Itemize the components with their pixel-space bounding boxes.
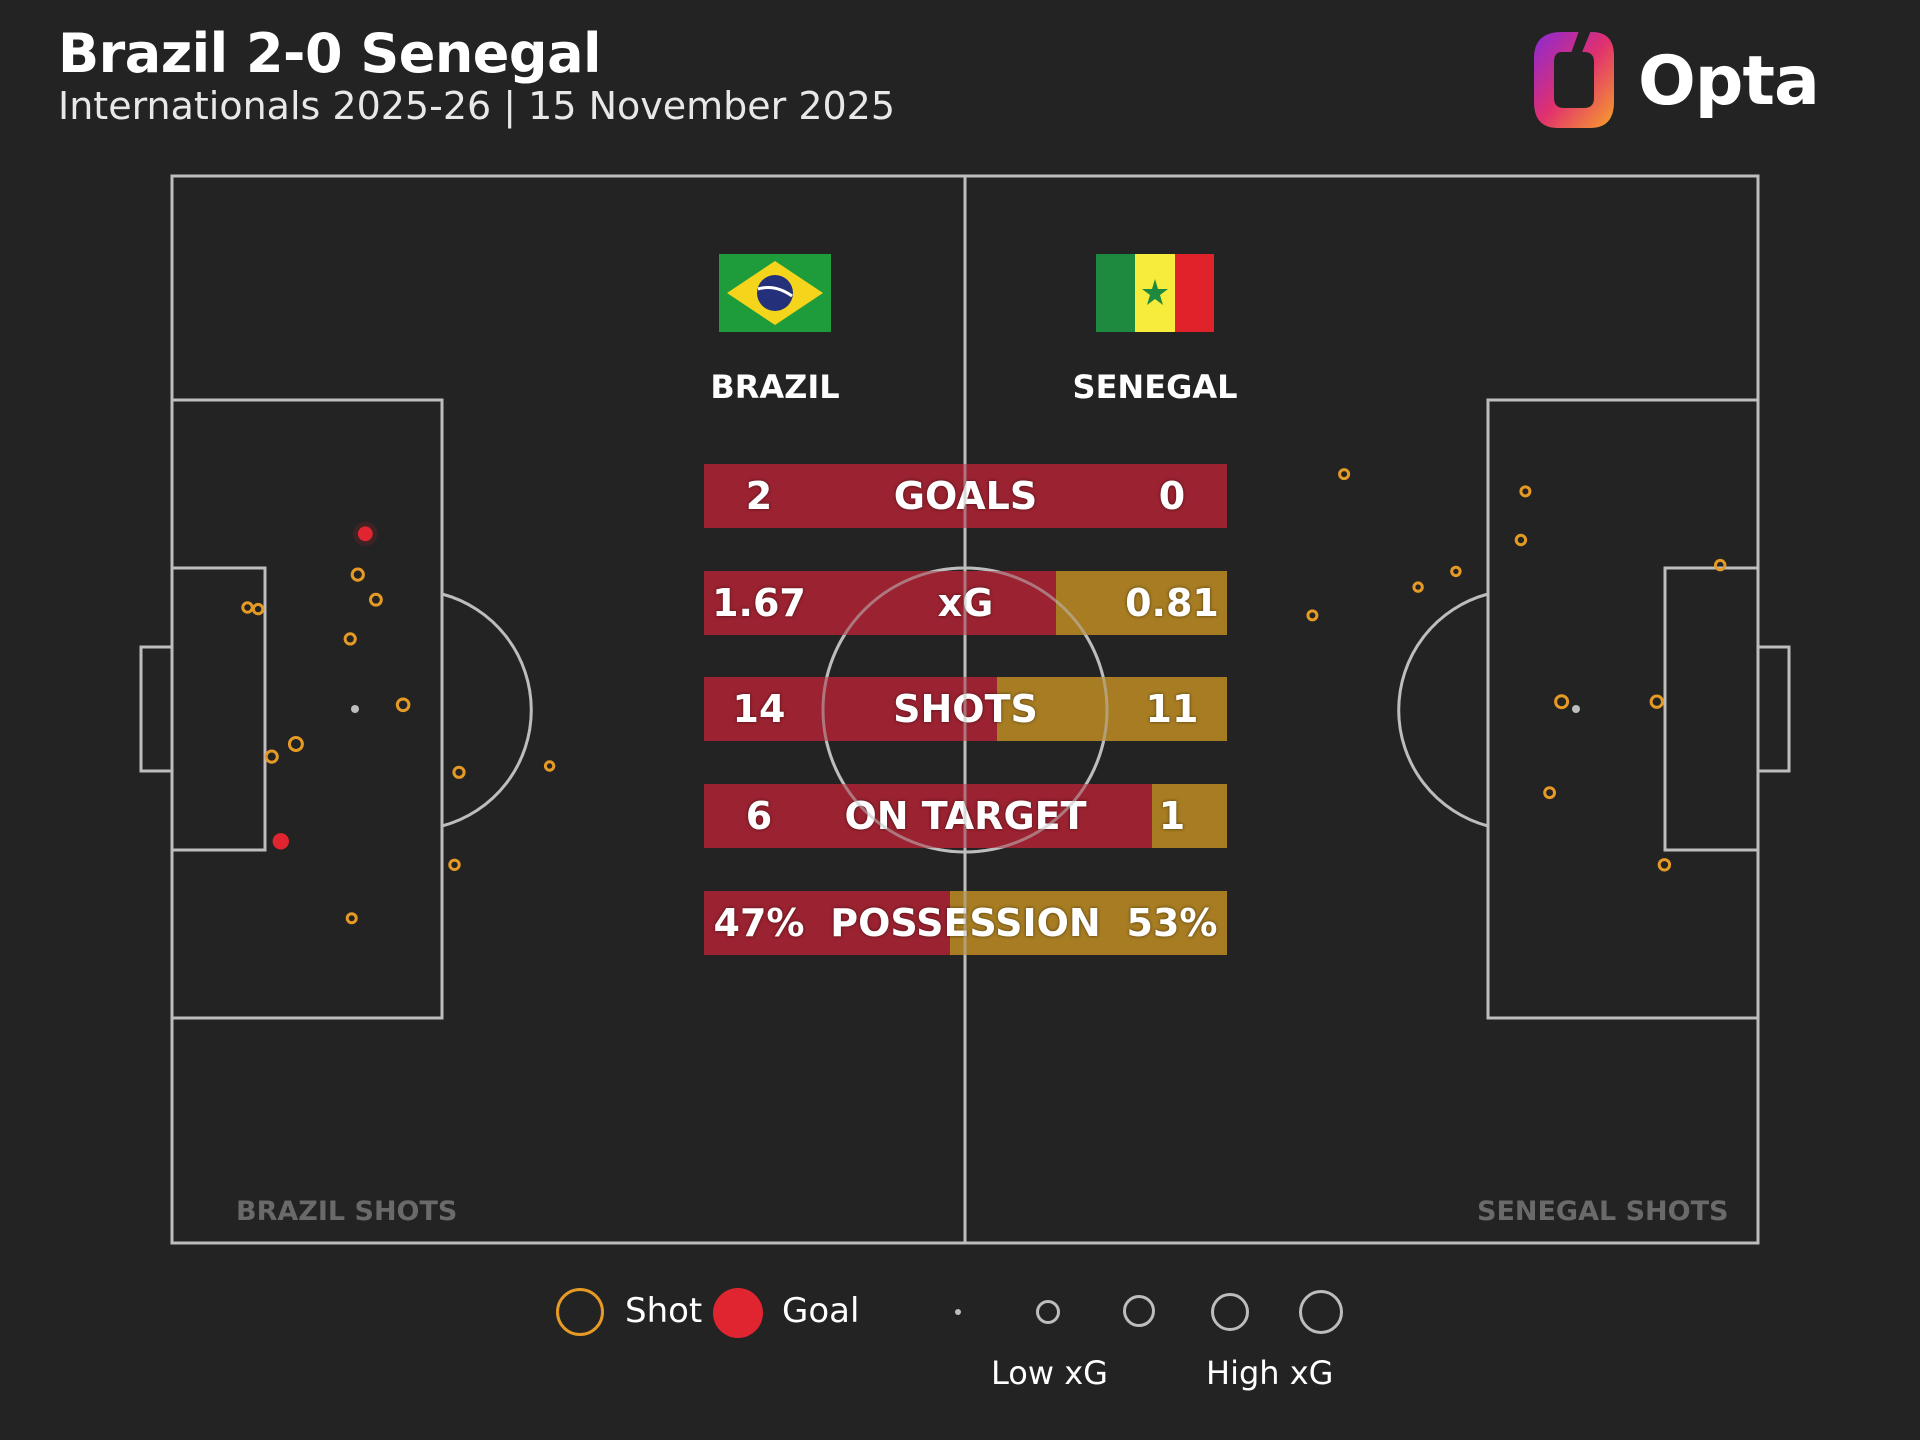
away-shot-marker-8 bbox=[1649, 694, 1665, 709]
away-shot-marker-6 bbox=[1306, 609, 1319, 622]
stat-bar-away bbox=[950, 891, 1227, 955]
away-shot-marker-3 bbox=[1714, 558, 1727, 572]
away-shot-marker-7 bbox=[1554, 694, 1570, 710]
home-shot-marker-10 bbox=[452, 765, 466, 779]
home-shot-marker-2 bbox=[350, 567, 365, 582]
stat-home-value: 6 bbox=[745, 794, 773, 838]
brand-name: Opta bbox=[1638, 42, 1820, 121]
right-penalty-spot bbox=[1572, 705, 1580, 713]
stat-home-value: 14 bbox=[732, 687, 786, 731]
stat-row-shots: 14 SHOTS 11 bbox=[704, 677, 1227, 741]
legend-goal-label: Goal bbox=[782, 1291, 860, 1331]
senegal-flag bbox=[1096, 254, 1214, 332]
home-shot-marker-4 bbox=[343, 632, 357, 646]
stat-home-value: 1.67 bbox=[712, 581, 806, 625]
legend-shot-icon bbox=[556, 1288, 604, 1336]
legend-xg-size-1-icon bbox=[955, 1309, 961, 1315]
away-shot-marker-1 bbox=[1519, 485, 1532, 498]
stat-label: GOALS bbox=[893, 474, 1038, 518]
stat-row-xg: 1.67 xG 0.81 bbox=[704, 571, 1227, 635]
away-shot-marker-0 bbox=[1338, 468, 1351, 481]
stat-label: POSSESSION bbox=[830, 901, 1101, 945]
home-shot-marker-9 bbox=[264, 749, 279, 764]
stat-away-value: 53% bbox=[1126, 901, 1218, 945]
away-shot-marker-9 bbox=[1543, 786, 1556, 800]
stat-bar-away bbox=[1152, 784, 1227, 848]
home-goal-marker-0 bbox=[357, 526, 373, 542]
away-shots-label: SENEGAL SHOTS bbox=[1477, 1196, 1729, 1227]
opta-brand: Opta bbox=[1532, 28, 1820, 138]
right-goal bbox=[1756, 645, 1791, 773]
stat-label: ON TARGET bbox=[844, 794, 1087, 838]
right-penalty-arc bbox=[1397, 592, 1489, 828]
home-team-name: BRAZIL bbox=[710, 368, 840, 406]
stat-bar-home bbox=[704, 891, 950, 955]
stat-row-possession: 47% POSSESSION 53% bbox=[704, 891, 1227, 955]
stat-label: xG bbox=[937, 581, 994, 625]
stat-home-value: 47% bbox=[713, 901, 805, 945]
home-shots-label: BRAZIL SHOTS bbox=[236, 1196, 458, 1227]
legend-xg-size-3-icon bbox=[1123, 1295, 1155, 1327]
home-shot-marker-13 bbox=[345, 912, 358, 925]
away-shot-marker-4 bbox=[1450, 565, 1462, 578]
right-six-yard-box bbox=[1663, 566, 1760, 852]
left-penalty-spot bbox=[351, 705, 359, 713]
stat-away-value: 0.81 bbox=[1125, 581, 1219, 625]
chart-subtitle: Internationals 2025-26 | 15 November 202… bbox=[58, 84, 896, 128]
stat-away-value: 1 bbox=[1158, 794, 1186, 838]
stat-label: SHOTS bbox=[893, 687, 1038, 731]
away-shot-marker-5 bbox=[1412, 581, 1424, 593]
home-shot-marker-5 bbox=[241, 601, 254, 614]
legend-shot-label: Shot bbox=[625, 1291, 703, 1331]
stat-away-value: 11 bbox=[1145, 687, 1199, 731]
home-shot-marker-11 bbox=[543, 760, 556, 772]
home-shot-marker-7 bbox=[395, 697, 411, 713]
stat-away-value: 0 bbox=[1158, 474, 1186, 518]
legend-goal-icon bbox=[713, 1288, 763, 1338]
home-shot-marker-12 bbox=[448, 858, 461, 871]
stat-home-value: 2 bbox=[745, 474, 773, 518]
legend-xg-size-4-icon bbox=[1211, 1293, 1249, 1331]
home-shot-marker-8 bbox=[287, 736, 304, 752]
left-goal bbox=[139, 645, 174, 773]
home-shot-marker-6 bbox=[251, 602, 265, 616]
home-goal-marker-1 bbox=[272, 833, 289, 850]
away-shot-marker-10 bbox=[1657, 858, 1672, 872]
stat-row-goals: 2 GOALS 0 bbox=[704, 464, 1227, 528]
left-penalty-arc bbox=[441, 592, 533, 828]
away-shot-marker-2 bbox=[1514, 533, 1528, 547]
legend-low-xg-label: Low xG bbox=[991, 1354, 1108, 1392]
away-team-name: SENEGAL bbox=[1072, 368, 1238, 406]
chart-title: Brazil 2-0 Senegal bbox=[58, 22, 602, 85]
legend-xg-size-5-icon bbox=[1299, 1290, 1343, 1334]
home-shot-marker-3 bbox=[369, 592, 383, 607]
stat-row-on-target: 6 ON TARGET 1 bbox=[704, 784, 1227, 848]
legend-xg-size-2-icon bbox=[1036, 1300, 1060, 1324]
shots-layer bbox=[241, 468, 1727, 925]
legend-high-xg-label: High xG bbox=[1206, 1354, 1334, 1392]
brazil-flag bbox=[719, 254, 831, 332]
opta-logo-icon bbox=[1534, 28, 1614, 128]
